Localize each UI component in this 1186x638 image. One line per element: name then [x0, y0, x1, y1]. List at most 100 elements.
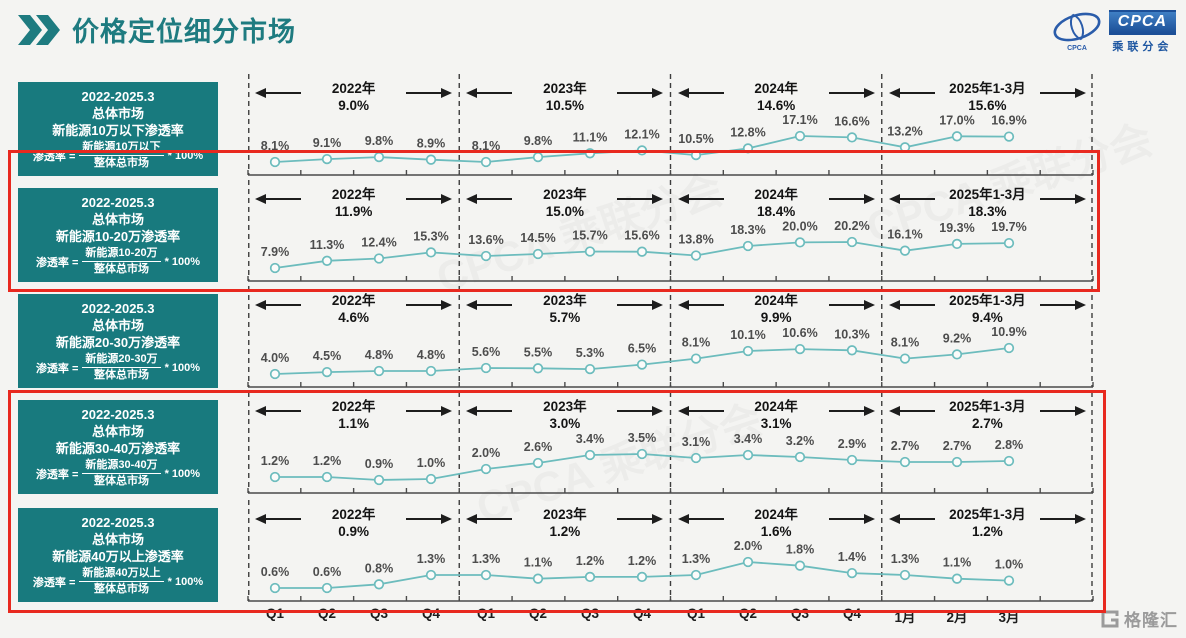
period-text: 2022年 4.6% — [332, 292, 376, 326]
period-text: 2025年1-3月 18.3% — [949, 186, 1026, 220]
formula-lhs: 渗透率 = — [32, 150, 76, 163]
arrow-left-icon — [255, 513, 301, 524]
data-label: 17.0% — [939, 113, 974, 127]
sidebar-market: 总体市场 — [91, 424, 144, 439]
sidebar-metric: 新能源30-40万渗透率 — [55, 441, 181, 456]
data-label: 10.3% — [834, 327, 869, 341]
period-header: 2024年 18.4% — [671, 180, 882, 224]
data-label: 3.4% — [576, 432, 605, 446]
formula-fraction: 新能源10万以下 整体总市场 — [79, 141, 164, 170]
data-point-marker — [742, 143, 754, 154]
data-point-marker — [636, 246, 648, 257]
segment-chart: 2022年 9.0% 2023年 10.5% 2024年 14.6% 2025年1-3月 15… — [247, 74, 1094, 180]
period-label: 2022年 — [331, 293, 376, 308]
data-point-marker — [1003, 131, 1015, 142]
arrow-right-icon — [617, 513, 664, 524]
data-point-marker — [951, 573, 963, 584]
data-label: 10.6% — [782, 326, 817, 340]
data-point-marker — [636, 448, 648, 460]
data-label: 15.6% — [624, 229, 659, 243]
period-header: 2023年 3.0% — [459, 392, 670, 436]
segment-sidebar: 2022-2025.3 总体市场 新能源30-40万渗透率 渗透率 = 新能源3… — [18, 400, 218, 494]
segment-row: 2022-2025.3 总体市场 新能源40万以上渗透率 渗透率 = 新能源40… — [18, 500, 1168, 606]
data-point-marker — [742, 345, 754, 357]
formula-fraction: 新能源10-20万 整体总市场 — [82, 247, 161, 276]
data-label: 2.0% — [472, 446, 501, 460]
data-point-marker — [321, 366, 333, 378]
period-label: 2025年1-3月 — [949, 293, 1026, 308]
gelonghui-logo: 格隆汇 — [1100, 606, 1178, 631]
sidebar-metric: 新能源10万以下渗透率 — [52, 123, 184, 138]
data-point-marker — [269, 368, 281, 380]
data-label: 0.8% — [365, 561, 394, 575]
formula-multiplier: * 100% — [167, 149, 204, 162]
period-text: 2024年 3.1% — [754, 398, 798, 432]
data-point-marker — [321, 255, 333, 266]
data-label: 4.8% — [417, 348, 446, 362]
cpca-emblem-icon: CPCA — [1053, 12, 1101, 52]
period-text: 2025年1-3月 1.2% — [949, 506, 1026, 540]
formula-numerator: 新能源20-30万 — [82, 353, 161, 368]
arrow-right-icon — [406, 87, 453, 98]
arrow-right-icon — [828, 405, 875, 416]
arrow-right-icon — [406, 405, 453, 416]
period-label: 2022年 — [331, 507, 376, 522]
x-axis-label: Q4 — [842, 606, 862, 621]
segment-sidebar: 2022-2025.3 总体市场 新能源40万以上渗透率 渗透率 = 新能源40… — [18, 508, 218, 602]
data-point-marker — [951, 456, 963, 468]
period-label: 2024年 — [754, 507, 798, 522]
x-axis-label: Q2 — [738, 606, 758, 621]
segment-row: 2022-2025.3 总体市场 新能源10-20万渗透率 渗透率 = 新能源1… — [18, 180, 1168, 286]
data-label: 1.2% — [313, 454, 342, 468]
data-point-marker — [425, 154, 437, 165]
sidebar-market: 总体市场 — [91, 106, 144, 121]
data-point-marker — [425, 473, 437, 485]
data-point-marker — [480, 569, 492, 581]
cpca-name: 乘联分会 — [1112, 41, 1173, 53]
data-label: 17.1% — [782, 113, 817, 127]
data-point-marker — [899, 142, 911, 153]
period-label: 2024年 — [754, 187, 798, 202]
period-label: 2023年 — [543, 81, 587, 96]
period-label: 2025年1-3月 — [949, 187, 1026, 202]
sidebar-metric: 新能源20-30万渗透率 — [55, 335, 181, 350]
arrow-left-icon — [677, 405, 724, 416]
data-label: 6.5% — [628, 342, 657, 356]
period-header: 2025年1-3月 9.4% — [882, 286, 1093, 330]
period-average: 9.9% — [760, 310, 792, 325]
data-label: 16.1% — [887, 228, 922, 242]
data-label: 2.7% — [891, 439, 920, 453]
data-point-marker — [899, 353, 911, 364]
data-label: 9.2% — [943, 331, 972, 345]
period-header: 2024年 1.6% — [671, 500, 882, 544]
data-label: 20.0% — [782, 219, 817, 233]
data-label: 13.8% — [678, 233, 713, 247]
cpca-emblem-caption: CPCA — [1067, 45, 1087, 52]
period-text: 2022年 1.1% — [332, 398, 376, 432]
arrow-right-icon — [406, 513, 453, 524]
data-point-marker — [690, 452, 702, 464]
data-label: 2.6% — [524, 440, 553, 454]
period-header: 2024年 9.9% — [671, 286, 882, 330]
formula-lhs: 渗透率 = — [35, 362, 79, 375]
period-average: 18.4% — [756, 204, 796, 219]
data-label: 8.1% — [472, 139, 501, 153]
arrow-left-icon — [677, 193, 724, 204]
data-label: 1.2% — [628, 554, 657, 568]
period-text: 2024年 14.6% — [754, 80, 798, 114]
data-label: 0.6% — [313, 565, 342, 579]
x-axis-label: Q4 — [421, 606, 441, 621]
data-label: 13.2% — [887, 124, 922, 138]
period-header: 2023年 5.7% — [459, 286, 670, 330]
period-header: 2025年1-3月 15.6% — [882, 74, 1093, 118]
period-average: 18.3% — [968, 204, 1007, 219]
data-point-marker — [532, 363, 544, 374]
arrow-left-icon — [888, 299, 935, 310]
segment-sidebar: 2022-2025.3 总体市场 新能源10-20万渗透率 渗透率 = 新能源1… — [18, 188, 218, 282]
sidebar-period: 2022-2025.3 — [81, 515, 155, 530]
data-label: 10.5% — [678, 132, 713, 146]
data-point-marker — [690, 149, 702, 161]
data-label: 1.3% — [472, 552, 501, 566]
period-text: 2024年 18.4% — [754, 186, 798, 220]
